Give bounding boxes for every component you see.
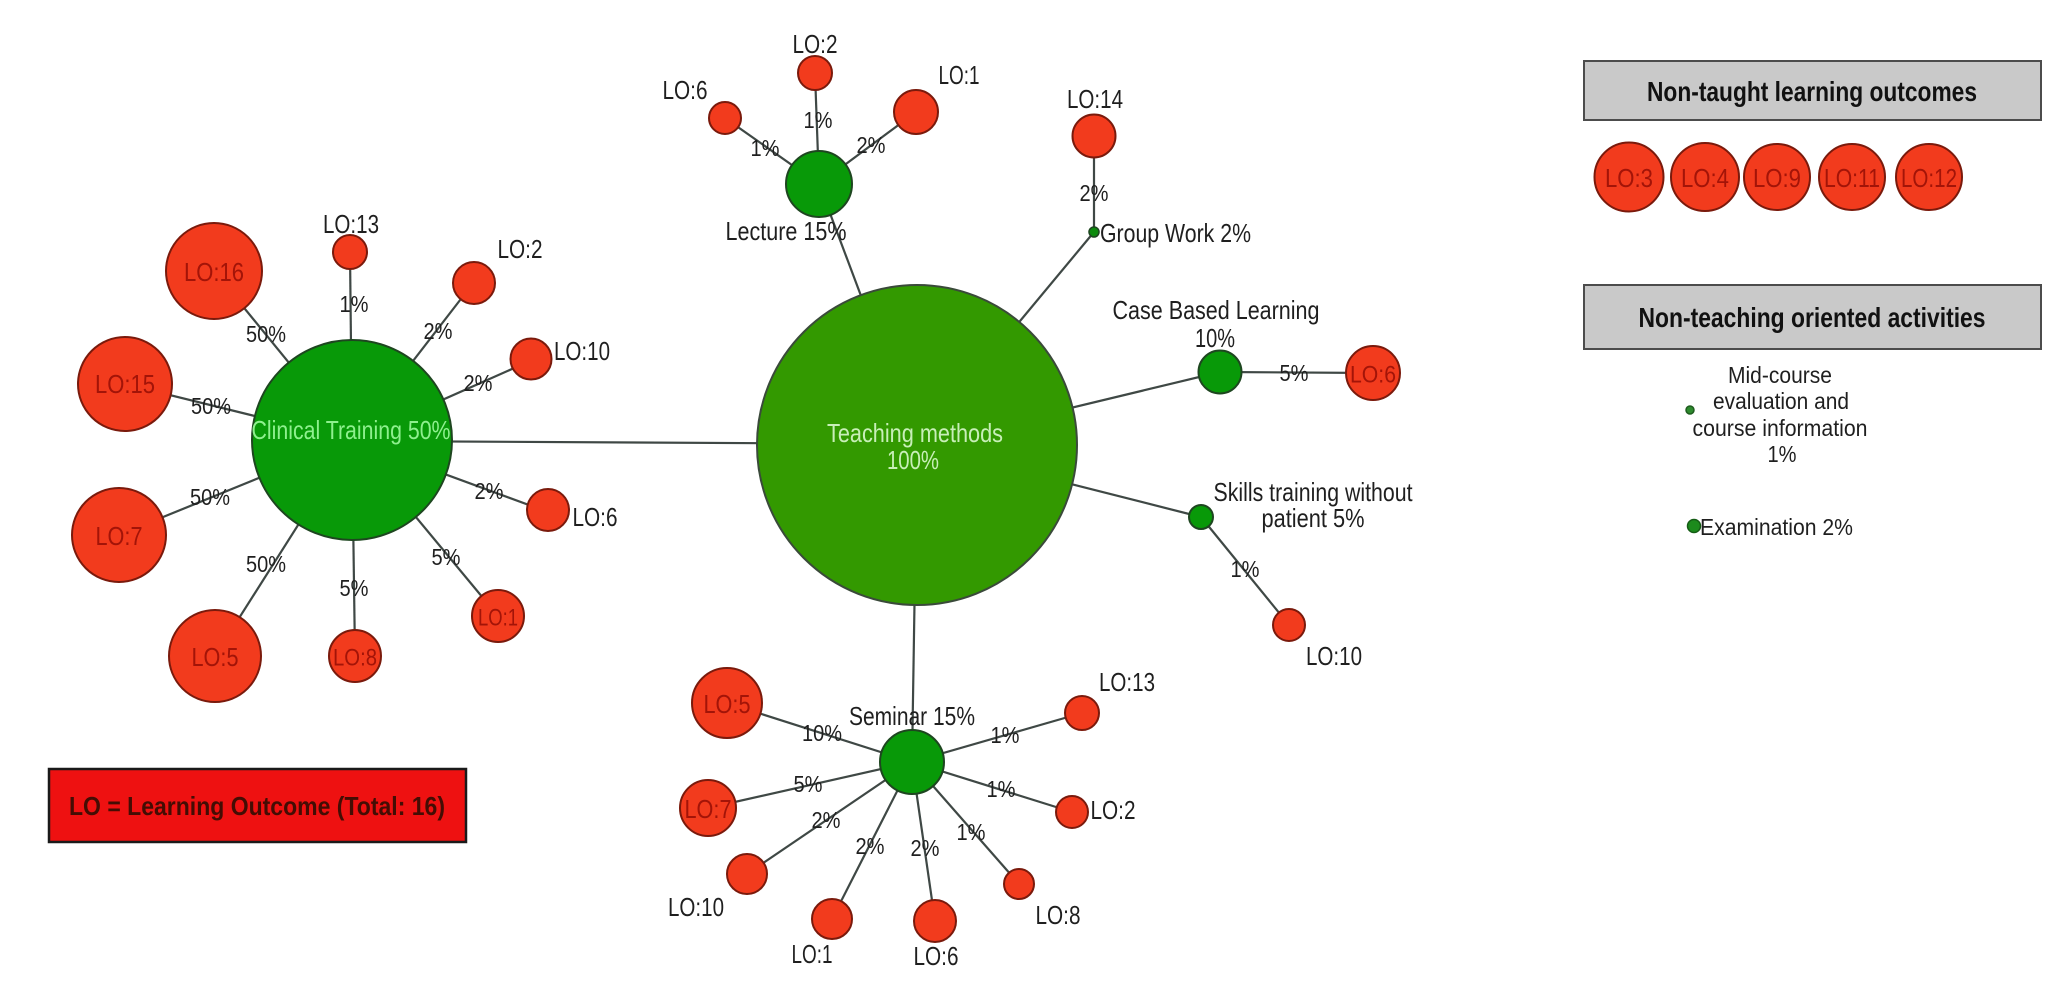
- svg-text:LO:10: LO:10: [554, 336, 610, 366]
- svg-text:5%: 5%: [432, 544, 461, 570]
- svg-text:evaluation and: evaluation and: [1713, 388, 1849, 414]
- svg-text:10%: 10%: [1195, 323, 1235, 353]
- svg-text:course information: course information: [1693, 415, 1868, 441]
- svg-text:LO:15: LO:15: [95, 369, 155, 399]
- svg-text:LO:4: LO:4: [1681, 163, 1729, 193]
- svg-text:2%: 2%: [812, 807, 841, 833]
- svg-text:1%: 1%: [751, 135, 780, 161]
- svg-text:5%: 5%: [794, 771, 823, 797]
- svg-text:Skills training without: Skills training without: [1214, 477, 1414, 507]
- svg-text:LO:1: LO:1: [792, 939, 833, 969]
- svg-text:1%: 1%: [987, 776, 1016, 802]
- svg-text:Lecture 15%: Lecture 15%: [726, 216, 847, 246]
- svg-text:LO:10: LO:10: [668, 892, 724, 922]
- svg-text:50%: 50%: [190, 484, 230, 510]
- svg-text:50%: 50%: [246, 321, 286, 347]
- svg-text:2%: 2%: [1080, 180, 1109, 206]
- svg-text:2%: 2%: [911, 835, 940, 861]
- svg-text:LO:7: LO:7: [96, 521, 143, 551]
- svg-text:Examination 2%: Examination 2%: [1700, 514, 1853, 540]
- svg-text:LO:10: LO:10: [1306, 641, 1362, 671]
- svg-text:LO:2: LO:2: [793, 29, 838, 59]
- svg-text:LO:6: LO:6: [663, 75, 708, 105]
- svg-text:LO:8: LO:8: [1036, 900, 1081, 930]
- svg-text:2%: 2%: [857, 132, 886, 158]
- svg-text:LO:2: LO:2: [498, 234, 543, 264]
- svg-text:LO:2: LO:2: [1091, 795, 1136, 825]
- svg-text:Clinical Training 50%: Clinical Training 50%: [252, 415, 451, 445]
- svg-text:50%: 50%: [246, 551, 286, 577]
- svg-text:1%: 1%: [1231, 556, 1260, 582]
- svg-text:LO:6: LO:6: [1350, 361, 1396, 388]
- svg-text:LO:6: LO:6: [573, 502, 618, 532]
- svg-text:Mid-course: Mid-course: [1728, 362, 1832, 388]
- svg-text:LO:13: LO:13: [1099, 667, 1155, 697]
- svg-text:LO:1: LO:1: [478, 604, 518, 631]
- svg-text:LO:11: LO:11: [1824, 163, 1880, 193]
- svg-text:100%: 100%: [887, 445, 939, 475]
- svg-text:Non-taught learning outcomes: Non-taught learning outcomes: [1647, 76, 1977, 107]
- svg-text:2%: 2%: [424, 318, 453, 344]
- svg-text:1%: 1%: [991, 722, 1020, 748]
- svg-text:2%: 2%: [475, 478, 504, 504]
- svg-text:1%: 1%: [804, 107, 833, 133]
- svg-text:patient 5%: patient 5%: [1262, 503, 1365, 533]
- svg-text:2%: 2%: [464, 370, 493, 396]
- svg-text:Case Based Learning: Case Based Learning: [1113, 295, 1320, 325]
- svg-text:LO:1: LO:1: [939, 60, 980, 90]
- svg-text:LO:16: LO:16: [184, 257, 244, 287]
- svg-text:50%: 50%: [191, 393, 231, 419]
- svg-text:Teaching methods: Teaching methods: [827, 418, 1003, 448]
- svg-text:LO:8: LO:8: [333, 644, 377, 671]
- svg-text:LO:12: LO:12: [1901, 163, 1957, 193]
- svg-text:LO:5: LO:5: [192, 642, 239, 672]
- svg-text:LO:5: LO:5: [704, 689, 751, 719]
- svg-text:Group Work 2%: Group Work 2%: [1100, 218, 1251, 248]
- svg-text:1%: 1%: [957, 819, 986, 845]
- svg-text:1%: 1%: [1768, 441, 1797, 467]
- svg-text:1%: 1%: [340, 291, 369, 317]
- svg-text:5%: 5%: [1280, 360, 1309, 386]
- svg-text:LO = Learning Outcome (Total:: LO = Learning Outcome (Total: 16): [69, 791, 445, 821]
- svg-text:LO:14: LO:14: [1067, 84, 1123, 114]
- svg-text:Seminar 15%: Seminar 15%: [849, 701, 975, 731]
- svg-text:10%: 10%: [802, 720, 842, 746]
- svg-text:5%: 5%: [340, 575, 369, 601]
- svg-text:LO:6: LO:6: [914, 941, 959, 971]
- svg-text:Non-teaching oriented activiti: Non-teaching oriented activities: [1639, 302, 1986, 333]
- svg-text:LO:13: LO:13: [323, 209, 379, 239]
- svg-text:LO:3: LO:3: [1605, 163, 1653, 193]
- svg-text:LO:9: LO:9: [1753, 163, 1801, 193]
- svg-text:LO:7: LO:7: [685, 794, 732, 824]
- svg-text:2%: 2%: [856, 833, 885, 859]
